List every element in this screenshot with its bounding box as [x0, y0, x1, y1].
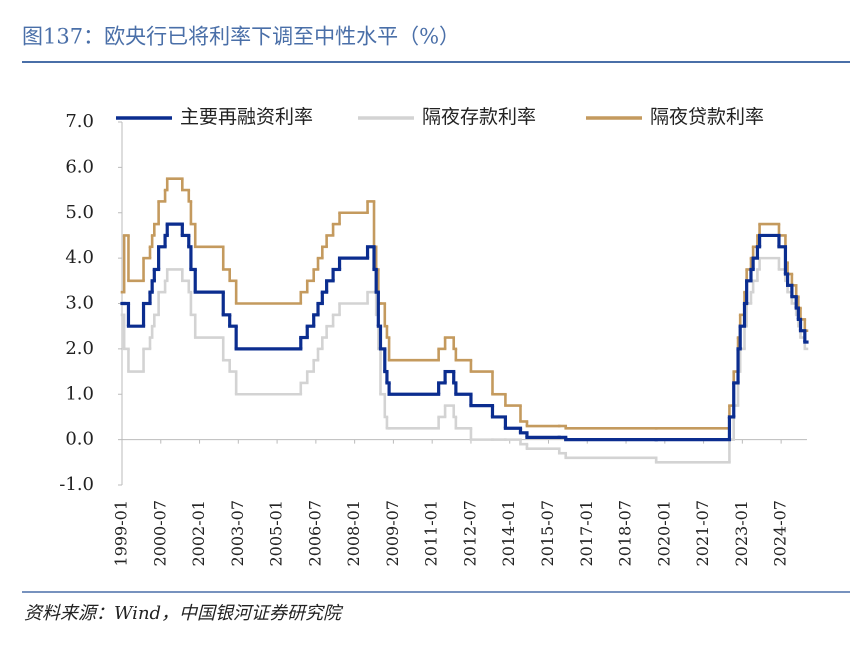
y-tick-label: -1.0: [59, 474, 94, 495]
x-tick-label: 2002-01: [189, 500, 208, 566]
y-tick-label: 3.0: [65, 293, 94, 314]
y-tick-label: 2.0: [65, 338, 94, 359]
x-tick-label: 2009-07: [383, 500, 402, 566]
x-tick-label: 2023-01: [732, 500, 751, 566]
legend-label: 隔夜贷款利率: [650, 106, 764, 128]
x-tick-label: 2012-07: [460, 500, 479, 566]
x-tick-label: 2024-07: [771, 500, 790, 566]
x-tick-label: 2015-07: [538, 500, 557, 566]
x-tick-label: 2017-01: [577, 500, 596, 566]
y-tick-label: 4.0: [65, 247, 94, 268]
x-tick-label: 1999-01: [112, 500, 131, 566]
x-tick-label: 2006-07: [305, 500, 324, 566]
series: [120, 222, 809, 442]
x-tick-label: 2003-07: [228, 500, 247, 566]
y-tick-label: 5.0: [65, 202, 94, 223]
x-tick-label: 2008-01: [344, 500, 363, 566]
x-tick-label: 2014-01: [499, 500, 518, 566]
y-tick-label: 0.0: [65, 429, 94, 450]
x-tick-label: 2011-01: [422, 500, 441, 566]
y-tick-label: 1.0: [65, 383, 94, 404]
x-tick-label: 2020-01: [654, 500, 673, 566]
legend-label: 隔夜存款利率: [422, 106, 536, 128]
x-tick-label: 2021-07: [693, 500, 712, 566]
x-tick-label: 2018-07: [616, 500, 635, 566]
x-tick-label: 2005-01: [267, 500, 286, 566]
y-tick-label: 7.0: [65, 111, 94, 132]
x-tick-label: 2000-07: [150, 500, 169, 566]
legend-label: 主要再融资利率: [180, 106, 313, 128]
y-tick-label: 6.0: [65, 156, 94, 177]
chart-title: 图137：欧央行已将利率下调至中性水平（%）: [22, 25, 460, 49]
source-note: 资料来源：Wind，中国银河证券研究院: [24, 603, 344, 624]
